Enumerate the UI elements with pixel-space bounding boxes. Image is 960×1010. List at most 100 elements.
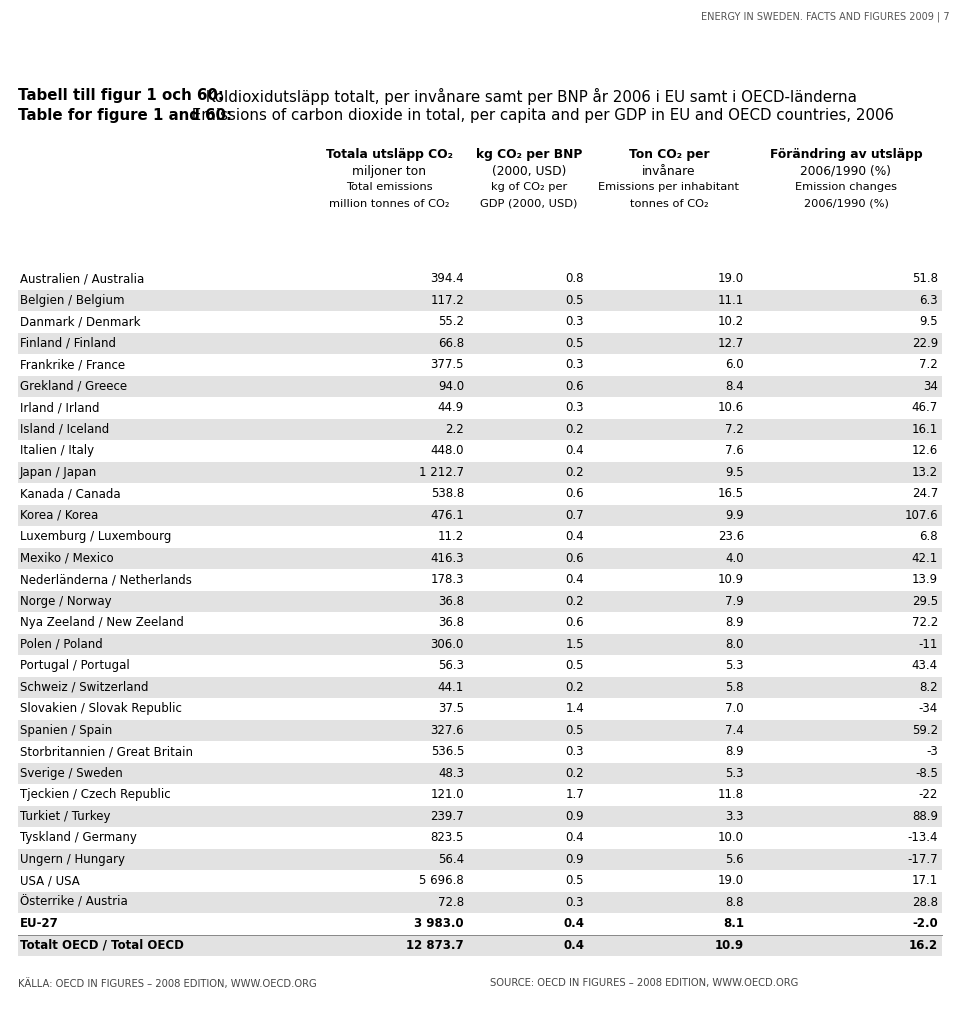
- Text: 43.4: 43.4: [912, 660, 938, 673]
- Text: 0.9: 0.9: [565, 810, 584, 823]
- Bar: [18, 655, 942, 677]
- Bar: [18, 892, 942, 913]
- Text: Australien / Australia: Australien / Australia: [20, 273, 144, 285]
- Text: 0.4: 0.4: [565, 444, 584, 458]
- Text: 1.5: 1.5: [565, 637, 584, 650]
- Text: 5.8: 5.8: [726, 681, 744, 694]
- Text: Island / Iceland: Island / Iceland: [20, 423, 109, 435]
- Text: Emissions per inhabitant: Emissions per inhabitant: [598, 182, 739, 192]
- Text: 416.3: 416.3: [430, 551, 464, 565]
- Bar: [18, 719, 942, 741]
- Text: Spanien / Spain: Spanien / Spain: [20, 724, 112, 736]
- Text: 44.9: 44.9: [438, 401, 464, 414]
- Text: Portugal / Portugal: Portugal / Portugal: [20, 660, 130, 673]
- Text: 377.5: 377.5: [430, 359, 464, 372]
- Bar: [18, 376, 942, 397]
- Text: 37.5: 37.5: [438, 702, 464, 715]
- Text: 23.6: 23.6: [718, 530, 744, 543]
- Text: 29.5: 29.5: [912, 595, 938, 608]
- Text: 5 696.8: 5 696.8: [420, 875, 464, 887]
- Text: Totala utsläpp CO₂: Totala utsläpp CO₂: [325, 148, 452, 161]
- Text: 88.9: 88.9: [912, 810, 938, 823]
- Text: 0.7: 0.7: [565, 509, 584, 522]
- Text: 3.3: 3.3: [726, 810, 744, 823]
- Text: 0.5: 0.5: [565, 294, 584, 307]
- Text: 7.9: 7.9: [725, 595, 744, 608]
- Bar: [18, 913, 942, 934]
- Text: 107.6: 107.6: [904, 509, 938, 522]
- Text: Totalt OECD / Total OECD: Totalt OECD / Total OECD: [20, 938, 184, 951]
- Text: 476.1: 476.1: [430, 509, 464, 522]
- Text: Turkiet / Turkey: Turkiet / Turkey: [20, 810, 110, 823]
- Text: 8.1: 8.1: [723, 917, 744, 930]
- Text: Tabell till figur 1 och 60:: Tabell till figur 1 och 60:: [18, 88, 224, 103]
- Text: Koldioxidutsläpp totalt, per invånare samt per BNP år 2006 i EU samt i OECD-länd: Koldioxidutsläpp totalt, per invånare sa…: [201, 88, 857, 105]
- Text: 7.6: 7.6: [725, 444, 744, 458]
- Text: 0.2: 0.2: [565, 767, 584, 780]
- Bar: [18, 806, 942, 827]
- Text: 4.0: 4.0: [726, 551, 744, 565]
- Text: Slovakien / Slovak Republic: Slovakien / Slovak Republic: [20, 702, 181, 715]
- Text: 7.2: 7.2: [920, 359, 938, 372]
- Text: Grekland / Greece: Grekland / Greece: [20, 380, 127, 393]
- Text: 117.2: 117.2: [430, 294, 464, 307]
- Text: Finland / Finland: Finland / Finland: [20, 336, 116, 349]
- Text: 46.7: 46.7: [912, 401, 938, 414]
- Text: 121.0: 121.0: [430, 788, 464, 801]
- Text: 0.4: 0.4: [563, 917, 584, 930]
- Text: Tjeckien / Czech Republic: Tjeckien / Czech Republic: [20, 788, 171, 801]
- Text: 16.5: 16.5: [718, 487, 744, 500]
- Text: million tonnes of CO₂: million tonnes of CO₂: [328, 199, 449, 209]
- Text: 10.6: 10.6: [718, 401, 744, 414]
- Text: 7.4: 7.4: [725, 724, 744, 736]
- Text: 11.8: 11.8: [718, 788, 744, 801]
- Text: 0.3: 0.3: [565, 401, 584, 414]
- Text: GDP (2000, USD): GDP (2000, USD): [480, 199, 578, 209]
- Text: 306.0: 306.0: [431, 637, 464, 650]
- Text: USA / USA: USA / USA: [20, 875, 80, 887]
- Text: 48.3: 48.3: [438, 767, 464, 780]
- Text: 3 983.0: 3 983.0: [415, 917, 464, 930]
- Text: 17.1: 17.1: [912, 875, 938, 887]
- Text: Japan / Japan: Japan / Japan: [20, 466, 97, 479]
- Text: 6.0: 6.0: [726, 359, 744, 372]
- Text: 55.2: 55.2: [438, 315, 464, 328]
- Text: 327.6: 327.6: [430, 724, 464, 736]
- Text: EU-27: EU-27: [20, 917, 59, 930]
- Text: Ton CO₂ per: Ton CO₂ per: [629, 148, 709, 161]
- Text: kg CO₂ per BNP: kg CO₂ per BNP: [476, 148, 582, 161]
- Text: 9.5: 9.5: [726, 466, 744, 479]
- Text: 823.5: 823.5: [431, 831, 464, 844]
- Text: Österrike / Austria: Österrike / Austria: [20, 896, 128, 909]
- Text: 0.5: 0.5: [565, 336, 584, 349]
- Text: 8.0: 8.0: [726, 637, 744, 650]
- Text: 6.8: 6.8: [920, 530, 938, 543]
- Text: 6.3: 6.3: [920, 294, 938, 307]
- Text: 0.6: 0.6: [565, 616, 584, 629]
- Text: 1.7: 1.7: [565, 788, 584, 801]
- Text: Korea / Korea: Korea / Korea: [20, 509, 98, 522]
- Text: -22: -22: [919, 788, 938, 801]
- Text: invånare: invånare: [642, 165, 696, 178]
- Text: 59.2: 59.2: [912, 724, 938, 736]
- Text: Polen / Poland: Polen / Poland: [20, 637, 103, 650]
- Text: 2.2: 2.2: [445, 423, 464, 435]
- Text: 0.5: 0.5: [565, 660, 584, 673]
- Bar: [18, 462, 942, 483]
- Text: -13.4: -13.4: [907, 831, 938, 844]
- Text: 0.6: 0.6: [565, 487, 584, 500]
- Text: 8.9: 8.9: [726, 616, 744, 629]
- Text: Schweiz / Switzerland: Schweiz / Switzerland: [20, 681, 149, 694]
- Text: -2.0: -2.0: [912, 917, 938, 930]
- Text: 66.8: 66.8: [438, 336, 464, 349]
- Text: 1 212.7: 1 212.7: [419, 466, 464, 479]
- Bar: [18, 934, 942, 956]
- Bar: [18, 870, 942, 892]
- Text: KÄLLA: OECD IN FIGURES – 2008 EDITION, WWW.OECD.ORG: KÄLLA: OECD IN FIGURES – 2008 EDITION, W…: [18, 978, 317, 989]
- Bar: [18, 763, 942, 784]
- Bar: [18, 633, 942, 655]
- Text: 7.0: 7.0: [726, 702, 744, 715]
- Text: Emissions of carbon dioxide in total, per capita and per GDP in EU and OECD coun: Emissions of carbon dioxide in total, pe…: [187, 108, 894, 123]
- Bar: [18, 418, 942, 440]
- Text: 0.4: 0.4: [565, 831, 584, 844]
